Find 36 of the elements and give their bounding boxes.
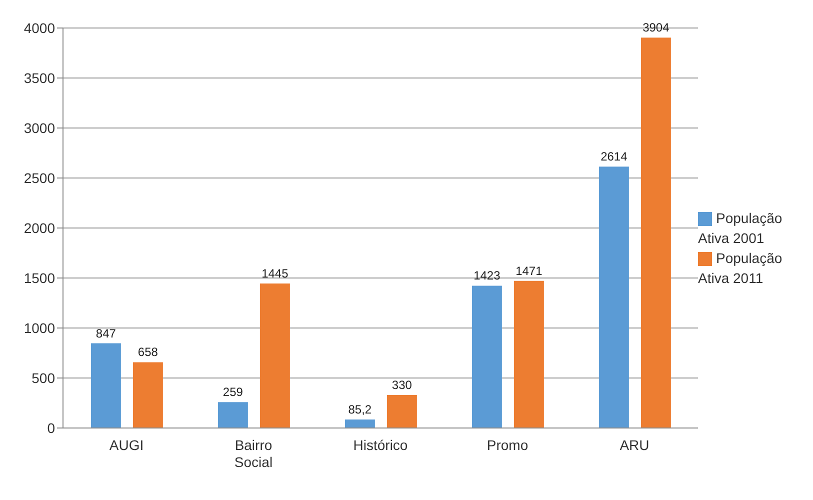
data-label: 3904 [642, 20, 670, 35]
legend-label: População Ativa 2011 [698, 250, 782, 286]
data-label: 2614 [600, 150, 628, 164]
bar [514, 280, 544, 428]
x-tick-label: Histórico [353, 437, 408, 453]
bar [640, 38, 671, 428]
bar [598, 166, 629, 428]
bar [472, 286, 502, 428]
x-tick-label: Promo [486, 437, 528, 453]
bar [260, 284, 290, 428]
bar [90, 343, 121, 428]
bar [218, 402, 248, 428]
y-tick-label: 4000 [24, 20, 56, 36]
x-tick-label: Bairro Social [234, 437, 273, 470]
y-tick-label: 3000 [24, 120, 56, 136]
y-tick-label: 500 [32, 370, 56, 386]
bar [132, 362, 163, 428]
y-tick-label: 1000 [24, 320, 56, 336]
y-tick-label: 1500 [24, 270, 56, 286]
y-tick-label: 3500 [24, 70, 56, 86]
bar [344, 419, 375, 428]
y-tick-label: 0 [47, 420, 56, 436]
data-label: 847 [96, 326, 116, 340]
bar [386, 395, 417, 428]
legend-label: População Ativa 2001 [698, 210, 782, 246]
data-label: 85,2 [348, 402, 372, 416]
y-tick-label: 2500 [24, 170, 56, 186]
x-tick-label: AUGI [109, 437, 144, 453]
data-label: 259 [222, 385, 244, 400]
data-label: 658 [138, 345, 158, 360]
y-tick-label: 2000 [24, 220, 56, 236]
data-label: 1423 [474, 268, 501, 283]
x-tick-label: ARU [620, 437, 650, 453]
data-label: 1471 [516, 264, 543, 278]
data-label: 1445 [262, 266, 289, 280]
data-label: 330 [392, 378, 412, 392]
